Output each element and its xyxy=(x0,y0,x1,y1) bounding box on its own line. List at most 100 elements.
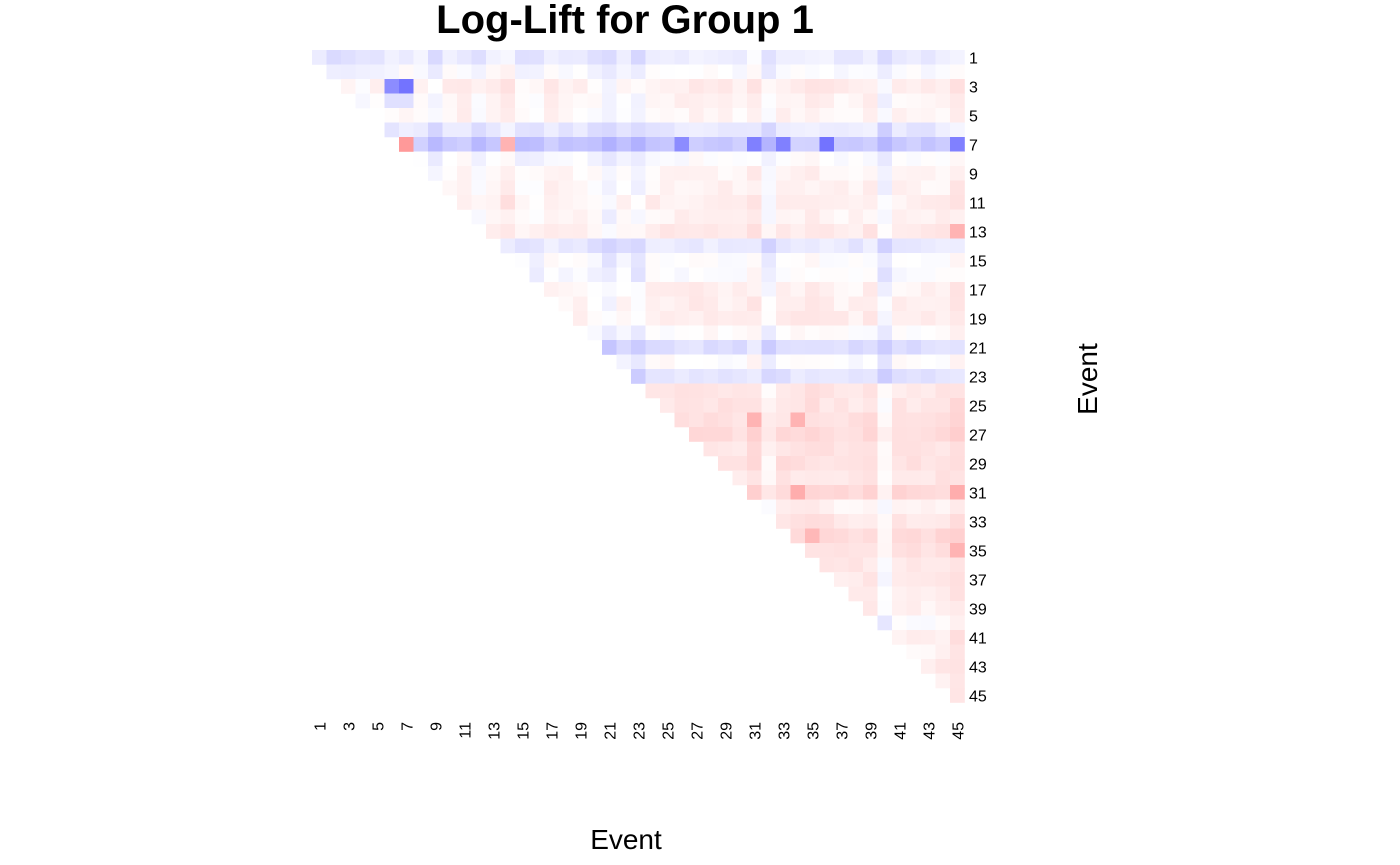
heatmap-cell xyxy=(921,398,936,413)
heatmap-cell xyxy=(718,296,733,312)
heatmap-cell xyxy=(384,108,400,123)
heatmap-cell xyxy=(950,673,965,689)
heatmap-cell xyxy=(906,195,922,210)
heatmap-cell xyxy=(805,427,820,442)
heatmap-cell xyxy=(544,122,559,138)
heatmap-cell xyxy=(921,572,936,587)
heatmap-cell xyxy=(732,137,748,152)
y-tick-label: 9 xyxy=(969,166,978,183)
heatmap-cell xyxy=(892,122,907,138)
heatmap-cell xyxy=(950,485,965,500)
heatmap-cell xyxy=(660,340,675,355)
heatmap-cell xyxy=(834,557,849,573)
heatmap-cell xyxy=(674,122,690,138)
heatmap-cell xyxy=(776,412,791,428)
heatmap-cell xyxy=(935,282,951,297)
heatmap-cell xyxy=(848,340,864,355)
heatmap-cell xyxy=(428,64,443,80)
heatmap-cell xyxy=(660,267,675,283)
heatmap-cell xyxy=(834,470,849,486)
heatmap-cell xyxy=(921,383,936,399)
heatmap-cell xyxy=(805,543,820,558)
heatmap-cell xyxy=(747,470,762,486)
heatmap-cell xyxy=(703,224,719,239)
heatmap-cell xyxy=(892,586,907,602)
heatmap-cell xyxy=(761,470,777,486)
heatmap-cell xyxy=(747,485,762,500)
heatmap-cell xyxy=(819,195,835,210)
heatmap-cell xyxy=(413,93,429,109)
heatmap-cell xyxy=(935,296,951,312)
heatmap-cell xyxy=(834,499,849,515)
heatmap-cell xyxy=(529,108,545,123)
heatmap-cell xyxy=(732,427,748,442)
heatmap-cell xyxy=(326,64,342,80)
heatmap-cell xyxy=(689,93,704,109)
heatmap-cell xyxy=(848,398,864,413)
heatmap-cell xyxy=(877,499,893,515)
heatmap-cell xyxy=(703,93,719,109)
heatmap-cell xyxy=(660,180,675,196)
heatmap-cell xyxy=(384,79,400,94)
heatmap-cell xyxy=(848,151,864,167)
x-tick-label: 33 xyxy=(776,722,793,740)
heatmap-cell xyxy=(718,79,733,94)
heatmap-cell xyxy=(906,267,922,283)
x-tick-label: 37 xyxy=(834,722,851,740)
heatmap-cell xyxy=(761,354,777,370)
heatmap-cell xyxy=(529,195,545,210)
heatmap-cell xyxy=(747,122,762,138)
heatmap-cell xyxy=(819,557,835,573)
heatmap-cell xyxy=(950,383,965,399)
heatmap-cell xyxy=(645,369,661,384)
heatmap-cell xyxy=(819,543,835,558)
heatmap-cell xyxy=(645,79,661,94)
heatmap-cell xyxy=(587,64,603,80)
heatmap-cell xyxy=(834,456,849,471)
heatmap-cell xyxy=(631,238,646,254)
heatmap-cell xyxy=(834,543,849,558)
heatmap-cell xyxy=(921,224,936,239)
heatmap-cell xyxy=(761,180,777,196)
heatmap-cell xyxy=(500,166,516,181)
heatmap-cell xyxy=(631,267,646,283)
heatmap-cell xyxy=(529,50,545,65)
heatmap-cell xyxy=(761,499,777,515)
heatmap-cell xyxy=(718,137,733,152)
heatmap-cell xyxy=(848,137,864,152)
heatmap-cell xyxy=(602,122,617,138)
heatmap-cell xyxy=(906,543,922,558)
heatmap-cell xyxy=(819,253,835,268)
heatmap-cell xyxy=(863,325,878,341)
heatmap-cell xyxy=(935,180,951,196)
heatmap-cell xyxy=(935,630,951,645)
heatmap-cell xyxy=(834,151,849,167)
heatmap-cell xyxy=(863,209,878,225)
heatmap-cell xyxy=(747,340,762,355)
heatmap-cell xyxy=(674,166,690,181)
heatmap-cell xyxy=(645,267,661,283)
heatmap-cell xyxy=(950,615,965,631)
heatmap-cell xyxy=(732,195,748,210)
heatmap-cell xyxy=(486,224,501,239)
heatmap-cell xyxy=(906,151,922,167)
heatmap-cell xyxy=(935,470,951,486)
heatmap-cell xyxy=(428,93,443,109)
heatmap-cell xyxy=(703,195,719,210)
heatmap-cell xyxy=(834,296,849,312)
heatmap-cell xyxy=(587,267,603,283)
heatmap-cell xyxy=(718,195,733,210)
heatmap-cell xyxy=(370,79,385,94)
heatmap-cell xyxy=(529,122,545,138)
heatmap-cell xyxy=(645,180,661,196)
heatmap-cell xyxy=(950,224,965,239)
heatmap-cell xyxy=(819,282,835,297)
heatmap-cell xyxy=(805,64,820,80)
heatmap-cell xyxy=(877,64,893,80)
heatmap-cell xyxy=(674,79,690,94)
heatmap-cell xyxy=(457,93,472,109)
heatmap-cell xyxy=(573,50,588,65)
heatmap-cell xyxy=(689,340,704,355)
heatmap-cell xyxy=(892,412,907,428)
